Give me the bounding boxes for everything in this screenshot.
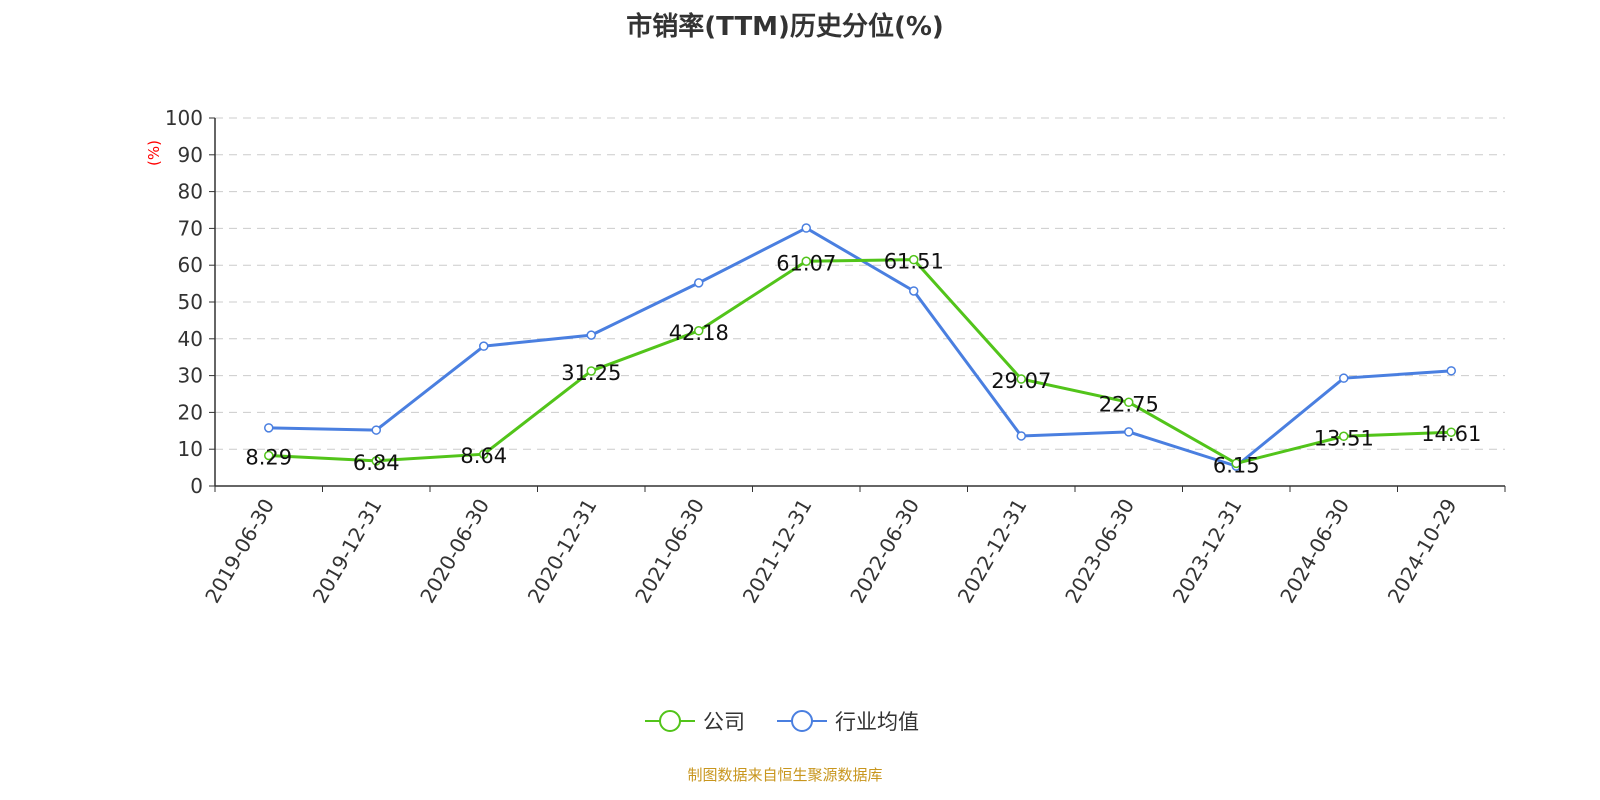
- x-tick-label: 2022-06-30: [845, 495, 924, 608]
- y-tick-label: 20: [178, 400, 203, 424]
- legend-label: 公司: [703, 710, 745, 734]
- data-label: 8.29: [245, 445, 292, 469]
- data-point: [1339, 373, 1349, 383]
- x-tick-label: 2020-06-30: [415, 495, 494, 608]
- x-tick-label: 2024-06-30: [1275, 495, 1354, 608]
- legend-marker: [791, 710, 813, 732]
- x-tick-label: 2020-12-31: [523, 495, 602, 608]
- data-point: [479, 341, 489, 351]
- y-tick-label: 40: [178, 327, 203, 351]
- data-label: 31.25: [561, 361, 621, 385]
- data-point: [479, 449, 489, 459]
- x-tick-label: 2021-06-30: [630, 495, 709, 608]
- data-point: [694, 326, 704, 336]
- data-point: [909, 286, 919, 296]
- y-axis-label: (%): [145, 140, 163, 166]
- data-point: [801, 223, 811, 233]
- data-point: [586, 330, 596, 340]
- data-point: [371, 425, 381, 435]
- y-tick-label: 30: [178, 364, 203, 388]
- data-label: 61.51: [884, 250, 944, 274]
- legend-item-0: 公司: [645, 710, 745, 734]
- data-label: 14.61: [1421, 422, 1481, 446]
- y-tick-label: 10: [178, 437, 203, 461]
- data-label: 8.64: [460, 444, 507, 468]
- series-line-0: [268, 258, 1452, 465]
- y-tick-label: 60: [178, 253, 203, 277]
- data-point: [694, 278, 704, 288]
- x-tick-label: 2019-06-30: [200, 495, 279, 608]
- x-tick-label: 2023-12-31: [1168, 495, 1247, 608]
- data-point: [371, 456, 381, 466]
- data-label: 13.51: [1314, 426, 1374, 450]
- data-label: 22.75: [1099, 392, 1159, 416]
- y-tick-label: 100: [165, 106, 203, 130]
- data-point: [1124, 397, 1134, 408]
- source-note: 制图数据来自恒生聚源数据库: [687, 766, 883, 784]
- y-tick-label: 90: [178, 143, 203, 167]
- data-point: [1016, 374, 1026, 384]
- data-point: [801, 256, 811, 267]
- data-point: [1339, 431, 1349, 442]
- data-label: 29.07: [991, 369, 1051, 393]
- x-tick-label: 2022-12-31: [953, 495, 1032, 608]
- data-label: 61.07: [776, 251, 836, 275]
- x-tick-label: 2019-12-31: [308, 495, 387, 608]
- chart-title: 市销率(TTM)历史分位(%): [626, 12, 944, 42]
- legend-item-1: 行业均值: [777, 710, 919, 734]
- data-point: [586, 366, 596, 376]
- y-tick-label: 70: [178, 216, 203, 240]
- data-point: [264, 450, 274, 461]
- legend-marker: [659, 710, 681, 732]
- data-label: 6.15: [1213, 453, 1260, 477]
- x-tick-label: 2023-06-30: [1060, 495, 1139, 608]
- data-point: [1446, 366, 1456, 376]
- data-point: [1231, 458, 1241, 469]
- series-line-1: [268, 226, 1452, 468]
- x-tick-label: 2024-10-29: [1383, 495, 1462, 608]
- data-label: 6.84: [353, 451, 400, 475]
- data-point: [1124, 427, 1134, 437]
- data-point: [909, 254, 919, 265]
- y-tick-label: 80: [178, 180, 203, 204]
- data-point: [1446, 427, 1456, 437]
- y-tick-label: 0: [190, 474, 203, 498]
- y-tick-label: 50: [178, 290, 203, 314]
- x-tick-label: 2021-12-31: [738, 495, 817, 608]
- data-label: 42.18: [669, 321, 729, 345]
- data-point: [1016, 431, 1026, 441]
- data-point: [264, 423, 274, 433]
- legend-label: 行业均值: [835, 710, 919, 734]
